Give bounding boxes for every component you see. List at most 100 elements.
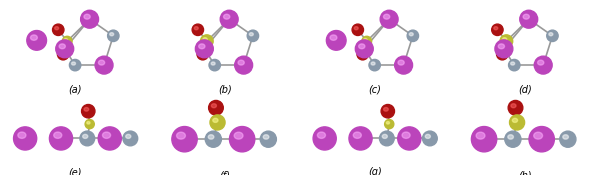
Ellipse shape: [82, 104, 95, 118]
Ellipse shape: [380, 10, 398, 28]
Ellipse shape: [85, 120, 94, 129]
Text: (h): (h): [518, 171, 532, 175]
Ellipse shape: [211, 104, 217, 108]
Ellipse shape: [27, 30, 47, 50]
Ellipse shape: [64, 38, 68, 41]
Ellipse shape: [263, 135, 269, 139]
Ellipse shape: [247, 30, 259, 41]
Ellipse shape: [317, 132, 325, 138]
Ellipse shape: [123, 131, 137, 146]
Ellipse shape: [71, 62, 76, 65]
Ellipse shape: [500, 35, 512, 48]
Ellipse shape: [59, 44, 65, 49]
Ellipse shape: [213, 118, 218, 122]
Ellipse shape: [172, 127, 197, 152]
Ellipse shape: [407, 30, 419, 41]
Ellipse shape: [508, 135, 514, 139]
Ellipse shape: [238, 60, 244, 65]
Ellipse shape: [203, 38, 207, 41]
Ellipse shape: [402, 132, 410, 138]
Ellipse shape: [349, 127, 372, 150]
Ellipse shape: [381, 104, 394, 118]
Ellipse shape: [495, 40, 513, 58]
Ellipse shape: [355, 40, 373, 58]
Ellipse shape: [382, 134, 388, 138]
Ellipse shape: [176, 132, 185, 139]
Ellipse shape: [196, 40, 213, 58]
Ellipse shape: [84, 14, 90, 19]
Text: (e): (e): [68, 167, 82, 175]
Ellipse shape: [224, 14, 230, 19]
Text: (a): (a): [68, 85, 82, 95]
Ellipse shape: [59, 51, 64, 54]
Ellipse shape: [209, 60, 220, 71]
Ellipse shape: [476, 132, 485, 139]
Ellipse shape: [398, 60, 404, 65]
Ellipse shape: [103, 132, 110, 138]
Ellipse shape: [80, 131, 95, 146]
Ellipse shape: [422, 131, 437, 146]
Text: (c): (c): [368, 85, 382, 95]
Ellipse shape: [208, 135, 214, 139]
Ellipse shape: [199, 51, 203, 54]
Ellipse shape: [330, 35, 337, 40]
Ellipse shape: [497, 48, 508, 60]
Ellipse shape: [491, 24, 503, 36]
Ellipse shape: [520, 10, 538, 28]
Ellipse shape: [547, 30, 558, 41]
Ellipse shape: [409, 33, 413, 36]
Ellipse shape: [509, 60, 520, 71]
Ellipse shape: [98, 127, 121, 150]
Ellipse shape: [499, 51, 503, 54]
Text: (b): (b): [218, 85, 232, 95]
Ellipse shape: [383, 14, 390, 19]
Ellipse shape: [53, 24, 64, 36]
Ellipse shape: [511, 62, 515, 65]
Ellipse shape: [523, 14, 529, 19]
Ellipse shape: [55, 27, 59, 30]
Ellipse shape: [505, 131, 521, 147]
Ellipse shape: [205, 131, 221, 147]
Ellipse shape: [197, 48, 208, 60]
Ellipse shape: [509, 115, 524, 130]
Ellipse shape: [31, 35, 37, 40]
Ellipse shape: [352, 24, 364, 36]
Ellipse shape: [383, 107, 388, 111]
Ellipse shape: [511, 104, 516, 108]
Ellipse shape: [80, 10, 98, 28]
Ellipse shape: [234, 132, 243, 139]
Ellipse shape: [472, 127, 497, 152]
Ellipse shape: [533, 132, 542, 139]
Text: (f): (f): [220, 171, 230, 175]
Ellipse shape: [84, 107, 89, 111]
Ellipse shape: [250, 33, 253, 36]
Ellipse shape: [353, 132, 361, 138]
Ellipse shape: [395, 56, 413, 74]
Ellipse shape: [209, 100, 223, 115]
Ellipse shape: [56, 40, 74, 58]
Ellipse shape: [70, 60, 81, 71]
Ellipse shape: [549, 33, 553, 36]
Ellipse shape: [512, 118, 518, 122]
Ellipse shape: [211, 62, 215, 65]
Ellipse shape: [95, 56, 113, 74]
Ellipse shape: [98, 60, 104, 65]
Ellipse shape: [200, 35, 213, 48]
Ellipse shape: [229, 127, 255, 152]
Text: (d): (d): [518, 85, 532, 95]
Ellipse shape: [220, 10, 238, 28]
Ellipse shape: [534, 56, 552, 74]
Ellipse shape: [194, 27, 198, 30]
Ellipse shape: [14, 127, 37, 150]
Ellipse shape: [362, 36, 371, 46]
Ellipse shape: [379, 131, 394, 146]
Ellipse shape: [210, 115, 225, 130]
Text: (g): (g): [368, 167, 382, 175]
Ellipse shape: [386, 122, 389, 124]
Ellipse shape: [313, 127, 336, 150]
Ellipse shape: [502, 38, 507, 41]
Ellipse shape: [125, 134, 131, 138]
Ellipse shape: [235, 56, 253, 74]
Ellipse shape: [192, 24, 203, 36]
Ellipse shape: [326, 30, 346, 50]
